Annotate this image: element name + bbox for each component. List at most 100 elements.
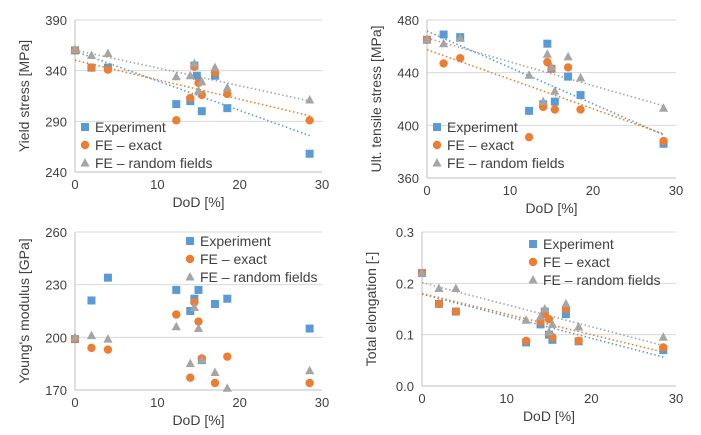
point-circle xyxy=(190,298,199,307)
point-circle xyxy=(451,307,461,316)
point-square xyxy=(525,106,534,115)
x-tick-label: 20 xyxy=(584,391,598,406)
point-circle xyxy=(456,53,465,63)
legend-label: FE – exact xyxy=(200,251,267,267)
point-triangle xyxy=(171,321,181,331)
point-square xyxy=(576,91,585,100)
y-tick-label: 240 xyxy=(45,165,67,180)
point-square xyxy=(561,310,570,319)
y-tick-label: 200 xyxy=(45,330,67,345)
legend-marker-square xyxy=(433,123,441,131)
point-circle xyxy=(659,136,668,146)
legend-marker-triangle xyxy=(185,272,195,281)
point-square xyxy=(194,285,203,294)
point-circle xyxy=(544,315,554,324)
y-axis-label: Yield stress [MPa] xyxy=(16,40,32,152)
point-triangle xyxy=(542,49,552,58)
point-square xyxy=(550,97,559,106)
point-triangle xyxy=(86,50,97,59)
point-triangle xyxy=(70,44,80,53)
point-triangle xyxy=(103,48,113,57)
point-square xyxy=(192,71,201,80)
point-triangle xyxy=(575,72,586,82)
point-triangle xyxy=(189,302,199,311)
point-triangle xyxy=(546,62,557,71)
point-triangle xyxy=(189,58,199,68)
point-circle xyxy=(194,317,203,326)
x-tick-label: 30 xyxy=(669,183,683,198)
x-tick-label: 0 xyxy=(418,391,425,406)
y-tick-label: 0.3 xyxy=(396,225,414,240)
point-circle xyxy=(434,299,444,309)
point-triangle xyxy=(197,355,207,364)
point-triangle xyxy=(197,76,207,86)
point-triangle xyxy=(434,283,444,292)
legend-label: Experiment xyxy=(200,233,271,249)
point-square xyxy=(564,72,573,81)
x-tick-label: 20 xyxy=(586,183,600,198)
point-circle xyxy=(172,116,181,125)
point-triangle xyxy=(210,367,220,376)
point-triangle xyxy=(439,38,449,48)
point-circle xyxy=(563,63,573,72)
y-tick-label: 290 xyxy=(45,114,67,129)
point-square xyxy=(186,307,195,315)
point-square xyxy=(103,273,112,282)
point-triangle xyxy=(417,268,427,277)
x-tick-label: 30 xyxy=(315,177,329,192)
legend-label: FE – exact xyxy=(447,137,514,153)
point-circle xyxy=(87,343,96,353)
point-square xyxy=(223,104,232,113)
point-circle xyxy=(103,65,113,74)
legend-label: Experiment xyxy=(95,119,166,135)
y-tick-label: 0.2 xyxy=(396,276,414,291)
point-triangle xyxy=(658,103,669,112)
point-circle xyxy=(305,378,314,388)
point-triangle xyxy=(222,383,232,392)
trendline-circle xyxy=(74,59,310,117)
point-square xyxy=(543,39,552,48)
point-circle xyxy=(186,93,195,103)
point-triangle xyxy=(455,33,465,42)
y-tick-label: 390 xyxy=(45,13,67,28)
point-triangle xyxy=(222,82,232,92)
chart-young: 170 200 230 260 0 10 20 30 DoD [%] Young's modulu… xyxy=(16,225,329,428)
y-axis-label: Young's modulus [GPa] xyxy=(16,238,32,383)
point-triangle xyxy=(185,70,195,80)
point-circle xyxy=(574,336,583,346)
trendline-triangle xyxy=(426,37,664,107)
legend-marker-square xyxy=(186,237,194,245)
point-triangle xyxy=(185,358,195,368)
y-tick-label: 480 xyxy=(397,13,419,28)
point-triangle xyxy=(561,298,571,308)
trendline-square xyxy=(74,50,310,137)
y-tick-label: 360 xyxy=(397,171,419,186)
point-triangle xyxy=(193,85,204,95)
point-triangle xyxy=(171,71,181,81)
legend-label: FE – random fields xyxy=(200,269,318,285)
point-triangle xyxy=(524,70,534,79)
y-axis-label: Total elongation [-] xyxy=(363,252,379,366)
legend-label: FE – random fields xyxy=(447,155,565,171)
x-axis-label: DoD [%] xyxy=(172,412,224,428)
point-triangle xyxy=(550,86,560,95)
x-tick-label: 20 xyxy=(232,395,246,410)
x-axis-label: DoD [%] xyxy=(525,200,577,216)
x-tick-label: 10 xyxy=(499,391,513,406)
point-triangle xyxy=(544,327,554,336)
x-tick-label: 10 xyxy=(150,395,164,410)
point-circle xyxy=(521,336,531,346)
point-triangle xyxy=(422,34,432,44)
trendline-circle xyxy=(426,48,664,135)
point-triangle xyxy=(193,323,204,333)
point-circle xyxy=(659,343,668,352)
point-square xyxy=(87,296,96,305)
legend-label: FE – exact xyxy=(95,137,162,153)
y-tick-label: 0.1 xyxy=(396,328,414,343)
chart-yield: 240 290 340 390 0 10 20 30 DoD [%] Yield stress [… xyxy=(16,13,329,210)
point-square xyxy=(172,285,181,294)
legend-marker-triangle xyxy=(80,158,90,167)
y-tick-label: 400 xyxy=(397,118,419,133)
point-triangle xyxy=(538,96,548,106)
